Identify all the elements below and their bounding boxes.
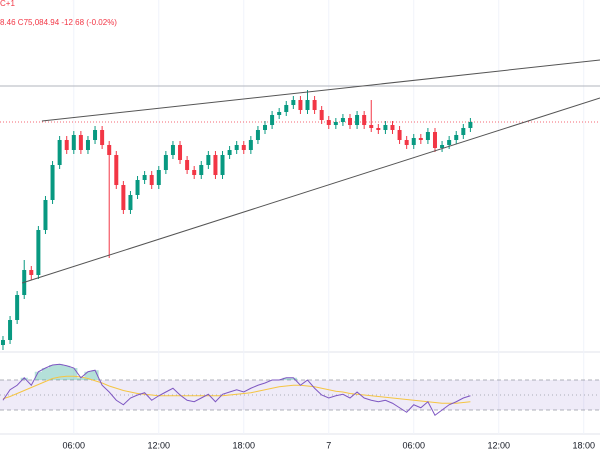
x-tick-label: 06:00	[63, 440, 86, 450]
candle-body	[107, 145, 112, 155]
candle-body	[114, 155, 119, 185]
candle-body	[156, 170, 161, 185]
candle-body	[100, 130, 105, 145]
candle-body	[29, 270, 34, 275]
candle-body	[348, 118, 352, 125]
candle-body	[213, 155, 218, 175]
candle-body	[93, 130, 98, 140]
ohlc-header: 8.46 C75,084.94 -12.68 (-0.02%)	[0, 18, 117, 27]
candle-body	[468, 122, 473, 128]
candle-body	[319, 110, 324, 120]
candle-body	[418, 138, 423, 140]
candle-body	[234, 145, 239, 150]
candle-body	[270, 115, 275, 125]
candle-body	[64, 140, 69, 150]
candle-body	[149, 175, 154, 185]
candle-body	[128, 195, 133, 210]
rsi-line	[2, 363, 471, 416]
candle-body	[404, 140, 409, 145]
x-tick-label: 12:00	[487, 440, 510, 450]
candle-body	[305, 100, 310, 110]
candle-body	[333, 122, 338, 125]
candle-body	[121, 185, 126, 210]
candle-body	[397, 130, 402, 140]
candle-body	[135, 180, 140, 195]
candle-body	[199, 165, 204, 175]
x-tick-label: 7	[326, 440, 331, 450]
x-tick-label: 06:00	[402, 440, 425, 450]
candle-body	[192, 170, 197, 175]
candle-body	[369, 125, 374, 128]
candle-body	[241, 145, 246, 150]
candle-body	[461, 128, 466, 135]
candle-body	[383, 125, 388, 130]
candle-body	[340, 118, 345, 122]
x-tick-label: 12:00	[148, 440, 171, 450]
candle-body	[0, 340, 5, 345]
rsi-overbought-fill	[20, 364, 297, 380]
candle-body	[206, 155, 211, 165]
candle-body	[291, 100, 296, 105]
candle-body	[390, 125, 395, 130]
candle-body	[8, 320, 13, 340]
candle-body	[425, 132, 430, 140]
candle-body	[376, 128, 381, 130]
candle-body	[15, 295, 20, 320]
candle-body	[57, 140, 62, 165]
candle-body	[170, 145, 175, 155]
candle-body	[263, 125, 268, 130]
trendline	[21, 97, 600, 284]
candle-body	[220, 155, 225, 175]
candle-body	[163, 155, 168, 170]
candle-body	[362, 115, 367, 125]
candle-body	[178, 145, 183, 160]
candle-body	[440, 145, 445, 148]
candle-body	[85, 140, 90, 150]
candle-body	[284, 105, 289, 112]
x-tick-label: 18:00	[233, 440, 256, 450]
candle-body	[71, 135, 76, 150]
candle-body	[36, 230, 41, 275]
candle-body	[50, 165, 55, 200]
candle-body	[78, 135, 83, 150]
candle-body	[142, 175, 147, 180]
candle-body	[447, 140, 452, 145]
candle-body	[185, 160, 190, 170]
candle-body	[355, 115, 360, 125]
candle-body	[227, 150, 232, 155]
candle-body	[298, 100, 303, 110]
candle-body	[432, 132, 437, 148]
candle-body	[277, 112, 282, 115]
candle-body	[312, 100, 317, 110]
candle-body	[248, 140, 253, 150]
symbol-tag: C+1	[0, 0, 15, 8]
candle-body	[454, 135, 459, 140]
candle-body	[43, 200, 48, 230]
trendline	[41, 59, 600, 122]
candle-body	[326, 120, 331, 125]
candle-body	[411, 138, 416, 145]
x-tick-label: 18:00	[572, 440, 595, 450]
candle-body	[255, 130, 260, 140]
